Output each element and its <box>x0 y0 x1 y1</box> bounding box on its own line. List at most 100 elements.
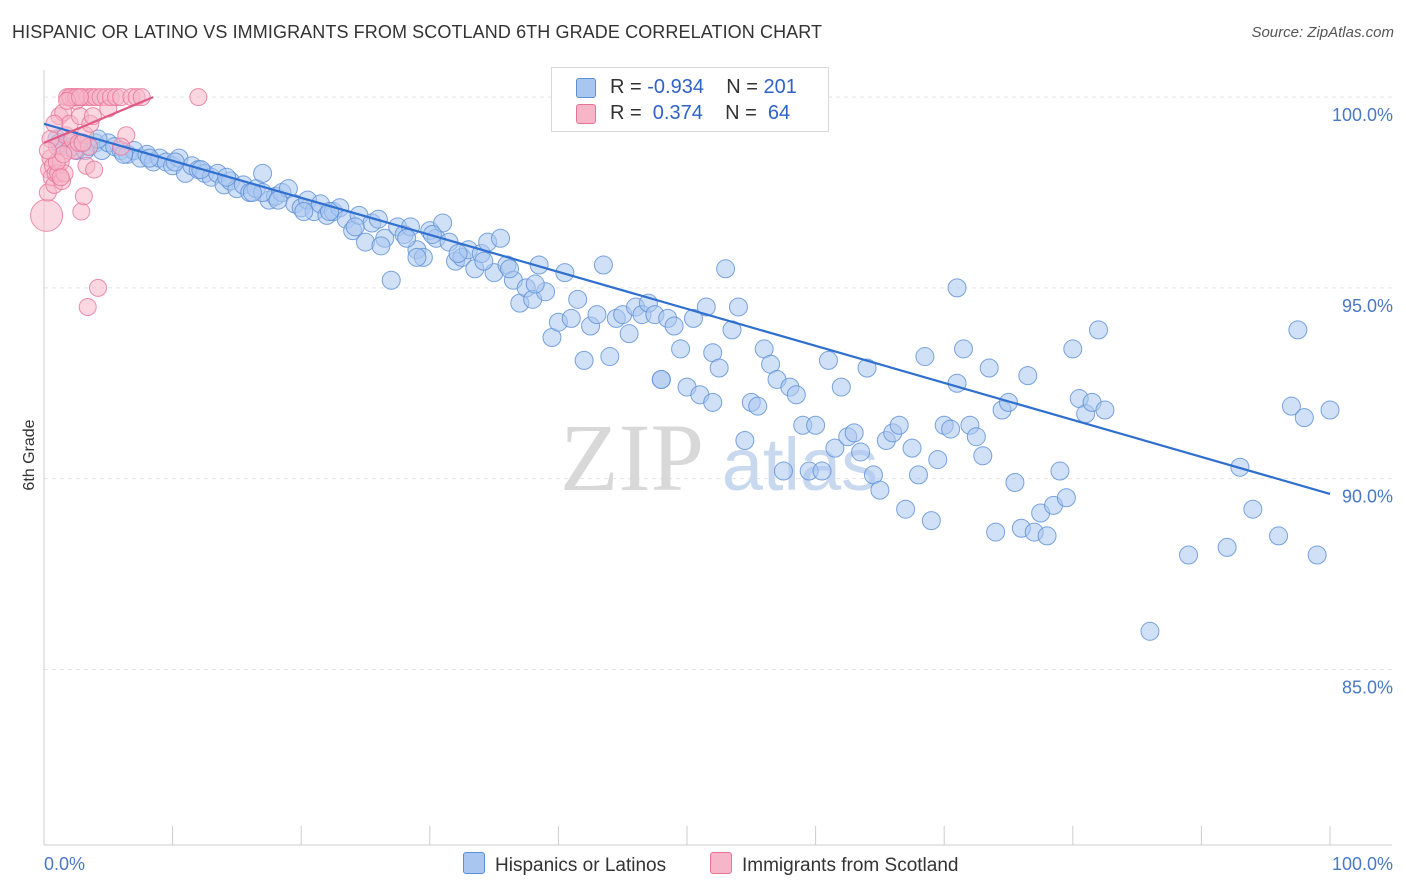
y-tick-label-1: 95.0% <box>1342 296 1393 316</box>
data-point <box>1281 396 1301 416</box>
data-point <box>619 324 639 344</box>
data-point <box>748 396 768 416</box>
data-point <box>857 358 877 378</box>
series-scotland-points <box>30 88 208 316</box>
legend-text-scotland: R = 0.374 N = 64 <box>610 102 790 125</box>
data-point <box>773 461 793 481</box>
y-tick-label-2: 90.0% <box>1342 487 1393 507</box>
x-tick-label-1: 100.0% <box>1332 854 1393 874</box>
data-point <box>529 255 549 275</box>
data-point <box>844 423 864 443</box>
correlation-legend: R = -0.934 N = 201 R = 0.374 N = 64 <box>551 67 829 132</box>
data-point <box>371 236 391 256</box>
series-hispanics-points <box>47 129 1340 641</box>
series-label: Hispanics or Latinos <box>495 855 667 876</box>
data-point <box>587 305 607 325</box>
data-point <box>593 255 613 275</box>
data-point <box>1018 366 1038 386</box>
data-point <box>600 347 620 367</box>
data-point <box>30 198 64 232</box>
data-point <box>716 259 736 279</box>
data-point <box>851 442 871 462</box>
data-point <box>1307 545 1327 565</box>
data-point <box>664 316 684 336</box>
watermark: ZIP atlas <box>560 404 878 511</box>
data-point <box>561 308 581 328</box>
data-point <box>491 228 511 248</box>
source-credit: Source: ZipAtlas.com <box>1251 24 1394 41</box>
data-point <box>709 358 729 378</box>
y-tick-label-0: 100.0% <box>1332 105 1393 125</box>
data-point <box>72 202 91 221</box>
data-point <box>407 247 427 267</box>
data-point <box>189 88 208 107</box>
data-point <box>345 217 365 237</box>
data-point <box>908 465 928 485</box>
data-point <box>728 297 748 317</box>
r-value: 0.374 <box>647 102 703 124</box>
data-point <box>1005 472 1025 492</box>
data-point <box>696 297 716 317</box>
series-label: Immigrants from Scotland <box>742 855 959 876</box>
data-point <box>966 427 986 447</box>
data-point <box>1217 537 1237 557</box>
data-point <box>683 308 703 328</box>
data-point <box>568 289 588 309</box>
data-point <box>870 480 890 500</box>
x-tick-labels: 0.0% 100.0% <box>44 854 1393 874</box>
data-point <box>89 278 108 297</box>
y-tick-labels: 100.0% 95.0% 90.0% 85.0% <box>1332 105 1393 697</box>
data-point <box>947 373 967 393</box>
data-point <box>921 511 941 531</box>
data-point <box>825 438 845 458</box>
watermark-zip: ZIP <box>560 404 704 511</box>
data-point <box>671 339 691 359</box>
data-point <box>500 259 520 279</box>
data-point <box>896 499 916 519</box>
legend-swatch-pink <box>576 104 596 124</box>
data-point <box>85 160 104 179</box>
series-legend-hispanics[interactable]: Hispanics or Latinos <box>463 852 666 877</box>
data-point <box>928 450 948 470</box>
data-point <box>71 88 90 107</box>
data-point <box>1320 400 1340 420</box>
data-point <box>947 278 967 298</box>
data-point <box>735 431 755 451</box>
data-point <box>54 145 73 164</box>
legend-swatch-blue <box>576 78 596 98</box>
data-point <box>902 438 922 458</box>
data-point <box>812 461 832 481</box>
n-label: N = <box>725 102 757 124</box>
data-point <box>953 339 973 359</box>
data-point <box>45 114 64 133</box>
data-point <box>1095 400 1115 420</box>
data-point <box>397 228 417 248</box>
chart-title: HISPANIC OR LATINO VS IMMIGRANTS FROM SC… <box>12 22 823 42</box>
data-point <box>1056 488 1076 508</box>
data-point <box>1089 320 1109 340</box>
data-point <box>831 377 851 397</box>
trend-line-1 <box>43 96 154 144</box>
data-point <box>1294 408 1314 428</box>
series-legend: Hispanics or Latinos Immigrants from Sco… <box>0 852 1406 878</box>
n-label: N = <box>726 76 758 98</box>
data-point <box>51 168 70 187</box>
data-point <box>294 202 314 222</box>
data-point <box>574 350 594 370</box>
data-point <box>1140 621 1160 641</box>
data-point <box>651 369 671 389</box>
data-point <box>786 385 806 405</box>
data-point <box>941 419 961 439</box>
data-point <box>78 297 97 316</box>
trend-line-0 <box>43 122 1331 495</box>
data-point <box>979 358 999 378</box>
data-point <box>1288 320 1308 340</box>
data-point <box>818 350 838 370</box>
r-value: -0.934 <box>647 76 704 98</box>
data-point <box>381 270 401 290</box>
data-point <box>474 251 494 271</box>
series-legend-scotland[interactable]: Immigrants from Scotland <box>710 852 958 877</box>
data-point <box>889 415 909 435</box>
data-point <box>1037 526 1057 546</box>
